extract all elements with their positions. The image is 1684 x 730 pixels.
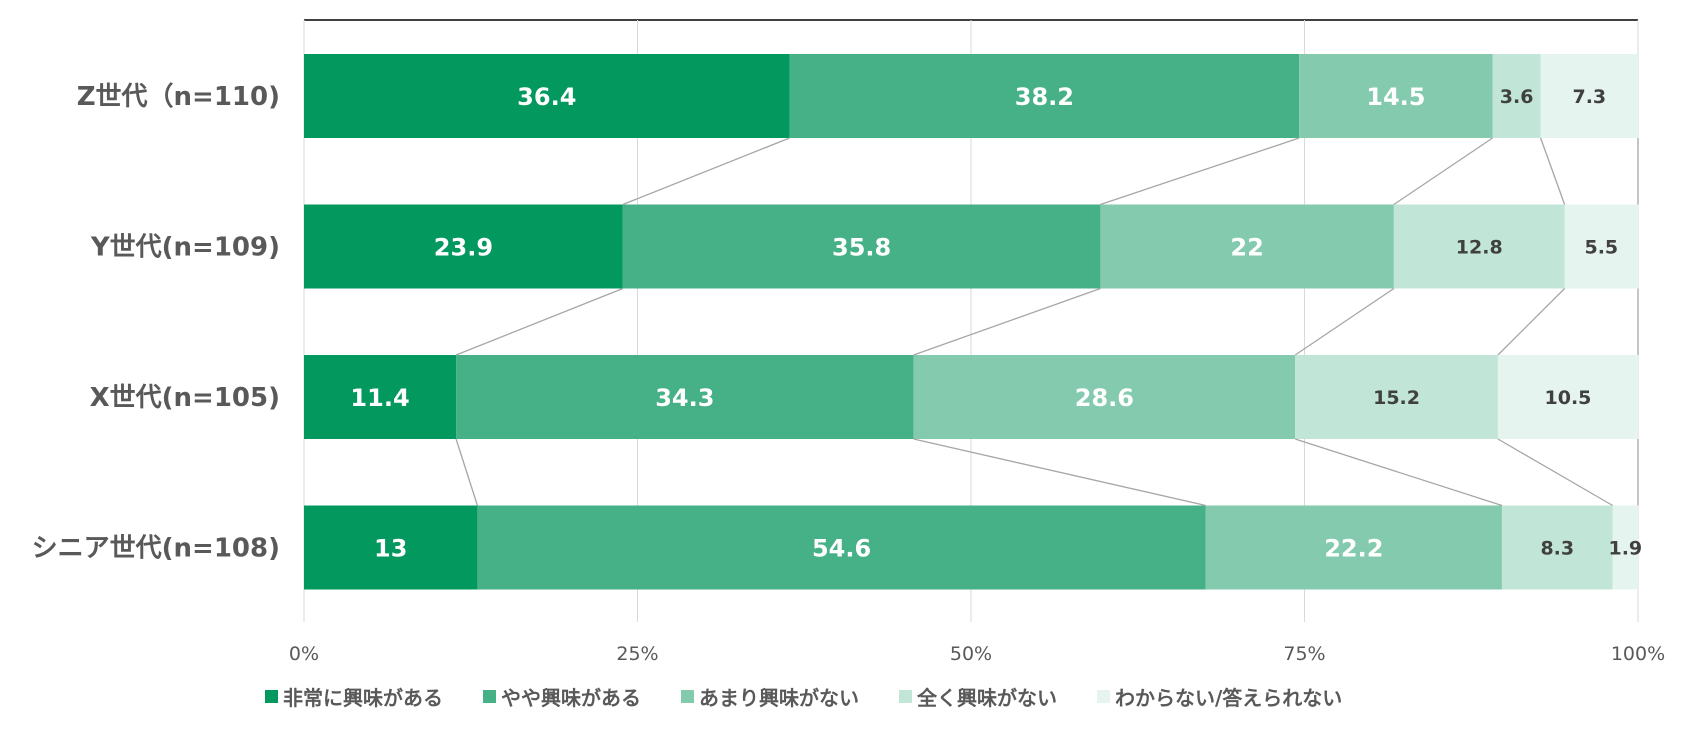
bar-segment (304, 204, 623, 289)
bar-segment (1497, 355, 1638, 439)
series-line (1497, 288, 1566, 356)
data-label: 3.6 (1500, 86, 1534, 108)
series-line (622, 137, 790, 206)
data-label: 8.3 (1540, 538, 1574, 560)
data-label: 1.9 (1608, 538, 1642, 560)
category-label: Y世代(n=109) (90, 233, 280, 263)
data-label: 14.5 (1366, 83, 1425, 111)
bar-segment (1205, 505, 1502, 590)
legend-swatch (899, 689, 912, 703)
stacked-bar-chart: 36.4 38.2 14.5 3.6 7.3 23.9 35.8 22 12.8 5.5 11.4 3… (32, 19, 1665, 665)
bar-segment (304, 505, 478, 590)
legend-item: あまり興味がない (681, 682, 859, 711)
legend-label: 非常に興味がある (283, 685, 443, 710)
x-tick-label: 0% (289, 643, 319, 665)
legend-item: やや興味がある (483, 682, 641, 711)
bar-segment (477, 505, 1206, 590)
legend: 非常に興味がある やや興味がある あまり興味がない 全く興味がない わからない/答えられ… (265, 682, 1382, 710)
data-label: 5.5 (1584, 237, 1618, 259)
legend-item: 全く興味がない (899, 682, 1057, 711)
series-line (913, 438, 1206, 507)
bar-segment (913, 355, 1296, 439)
data-label: 22.2 (1324, 535, 1383, 563)
data-label: 38.2 (1015, 83, 1074, 111)
data-label: 23.9 (434, 234, 493, 262)
data-label: 13 (374, 535, 407, 563)
series-line (1100, 137, 1300, 206)
bar-segment (1612, 505, 1638, 590)
series-line (1540, 137, 1566, 205)
bar-segment (1295, 355, 1498, 439)
legend-item: わからない/答えられない (1097, 682, 1342, 711)
series-line (455, 287, 624, 356)
bar-segment (1393, 204, 1565, 289)
series-line (1294, 438, 1503, 507)
bar-segment (1100, 204, 1394, 289)
series-line (1497, 438, 1613, 507)
legend-swatch (265, 689, 278, 703)
legend-swatch (483, 689, 496, 703)
bar-segment (789, 54, 1300, 138)
legend-swatch (681, 689, 694, 703)
legend-label: あまり興味がない (699, 685, 859, 710)
legend-swatch (1097, 689, 1110, 703)
bar-segment (1299, 54, 1493, 138)
bar-segment (1492, 54, 1541, 138)
data-label: 34.3 (655, 384, 714, 412)
category-label: X世代(n=105) (90, 383, 280, 413)
bar-segment (304, 54, 790, 138)
bar-segment (1540, 54, 1638, 138)
x-axis-ticks: 0% 25% 50% 75% 100% (289, 643, 1665, 665)
data-label: 22 (1230, 234, 1263, 262)
x-tick-label: 75% (1283, 643, 1325, 665)
series-line (913, 287, 1101, 356)
series-line (1393, 137, 1493, 206)
bar-segment (1501, 505, 1613, 590)
legend-label: わからない/答えられない (1115, 685, 1343, 710)
x-tick-label: 100% (1611, 643, 1665, 665)
data-label: 15.2 (1373, 387, 1420, 409)
legend-label: 全く興味がない (917, 685, 1057, 710)
series-line (455, 438, 479, 506)
data-label: 28.6 (1075, 384, 1134, 412)
bar-segment (622, 204, 1101, 289)
data-label: 10.5 (1545, 387, 1592, 409)
data-label: 54.6 (812, 535, 871, 563)
x-tick-label: 50% (950, 643, 992, 665)
data-label: 12.8 (1456, 237, 1503, 259)
bar-segment (304, 355, 457, 439)
bars (304, 54, 1638, 590)
bar-segment (456, 355, 914, 439)
data-label: 35.8 (832, 234, 891, 262)
bar-segment (1564, 204, 1638, 289)
series-line (1294, 287, 1395, 356)
data-label: 7.3 (1572, 86, 1606, 108)
category-label: Z世代（n=110) (77, 82, 280, 112)
legend-item: 非常に興味がある (265, 682, 443, 711)
series-lines (455, 137, 1639, 507)
legend-label: やや興味がある (501, 685, 641, 710)
data-label: 36.4 (517, 83, 576, 111)
data-label: 11.4 (350, 384, 409, 412)
category-labels: Z世代（n=110) Y世代(n=109) X世代(n=105) シニア世代(n=10… (32, 82, 280, 564)
x-tick-label: 25% (616, 643, 658, 665)
category-label: シニア世代(n=108) (32, 534, 280, 564)
data-labels: 36.4 38.2 14.5 3.6 7.3 23.9 35.8 22 12.8 5.5 11.4 3… (350, 83, 1642, 563)
